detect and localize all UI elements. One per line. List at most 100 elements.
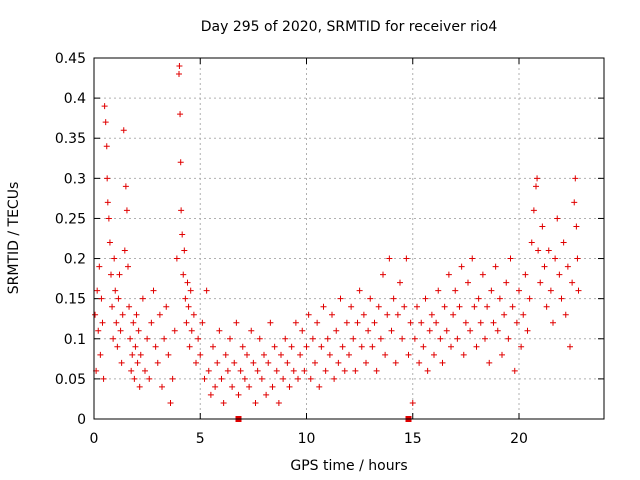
data-point <box>248 327 255 334</box>
data-point <box>106 239 113 246</box>
data-point <box>418 319 425 326</box>
data-point <box>222 351 229 358</box>
data-point <box>114 343 121 350</box>
data-point <box>207 391 214 398</box>
data-point <box>210 343 216 350</box>
data-point <box>280 375 287 382</box>
data-point <box>337 295 344 302</box>
data-point <box>471 303 478 310</box>
data-point <box>426 327 433 334</box>
data-point <box>137 351 144 358</box>
data-point <box>369 343 376 350</box>
data-point <box>115 295 122 302</box>
data-point <box>92 311 99 318</box>
data-point <box>454 335 461 342</box>
data-point <box>382 351 389 358</box>
data-point <box>435 287 442 294</box>
data-point <box>407 319 414 326</box>
data-point <box>250 359 257 366</box>
data-point <box>152 343 159 350</box>
data-point <box>503 279 510 286</box>
data-point <box>333 327 340 334</box>
data-point <box>354 319 361 326</box>
data-point <box>530 207 537 214</box>
data-point <box>545 247 552 254</box>
data-point <box>224 367 231 374</box>
data-point <box>148 319 155 326</box>
y-tick-label: 0.2 <box>64 252 86 268</box>
data-point <box>477 319 484 326</box>
data-point <box>535 247 542 254</box>
data-point <box>110 335 117 342</box>
data-point <box>316 383 323 390</box>
data-point <box>564 263 571 270</box>
data-point <box>146 375 153 382</box>
data-point <box>507 255 514 262</box>
data-point <box>197 351 204 358</box>
data-point <box>528 239 535 246</box>
data-point <box>271 343 278 350</box>
data-point <box>203 287 210 294</box>
data-point <box>326 351 333 358</box>
data-point <box>501 311 508 318</box>
data-point <box>99 319 106 326</box>
data-point <box>227 335 233 342</box>
data-point <box>414 303 420 310</box>
data-point <box>350 335 357 342</box>
data-point <box>214 359 221 366</box>
data-point <box>201 375 208 382</box>
data-point <box>573 223 580 230</box>
data-point <box>380 271 386 278</box>
data-point <box>288 343 295 350</box>
data-point <box>188 327 195 334</box>
data-point <box>129 351 136 358</box>
data-point <box>241 375 248 382</box>
data-point <box>445 271 452 278</box>
data-point <box>122 183 129 190</box>
data-point <box>301 367 308 374</box>
data-point <box>399 335 406 342</box>
data-point <box>526 295 533 302</box>
data-point <box>177 159 184 166</box>
data-point <box>237 367 244 374</box>
data-point <box>216 327 223 334</box>
data-point <box>513 319 520 326</box>
data-point <box>104 199 111 206</box>
data-point <box>486 359 493 366</box>
data-point <box>460 351 467 358</box>
data-point <box>386 255 393 262</box>
y-tick-label: 0.4 <box>64 91 86 107</box>
data-point <box>244 351 250 358</box>
data-point <box>273 367 280 374</box>
data-point <box>135 327 142 334</box>
data-point <box>424 367 431 374</box>
data-point <box>278 351 284 358</box>
data-point <box>516 287 522 294</box>
data-point <box>422 295 429 302</box>
data-point <box>299 327 306 334</box>
data-point <box>128 367 135 374</box>
data-point <box>363 359 369 366</box>
data-point <box>331 375 338 382</box>
data-point <box>511 367 518 374</box>
data-point <box>130 319 137 326</box>
x-tick-label: 10 <box>298 431 316 447</box>
data-point <box>405 351 412 358</box>
data-point <box>112 287 119 294</box>
data-point <box>180 271 187 278</box>
data-point <box>125 263 131 270</box>
data-point <box>550 319 556 326</box>
data-point <box>458 263 465 270</box>
data-point <box>119 311 126 318</box>
data-point <box>562 311 569 318</box>
data-point <box>475 295 482 302</box>
data-point <box>212 383 219 390</box>
y-tick-label: 0.25 <box>55 211 86 227</box>
y-tick-labels: 0 0.05 0.1 0.15 0.2 0.25 0.3 0.35 0.4 0.45 <box>55 51 86 428</box>
data-point <box>403 255 410 262</box>
data-point <box>258 375 265 382</box>
data-point <box>109 303 116 310</box>
data-point <box>305 311 312 318</box>
data-point <box>431 351 437 358</box>
data-point <box>465 279 471 286</box>
